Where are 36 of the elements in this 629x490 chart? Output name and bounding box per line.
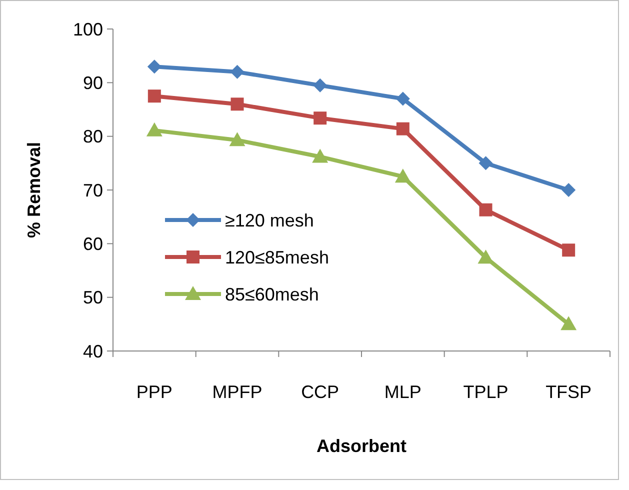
y-tick-label: 80 [82,126,103,147]
legend-label: ≥120 mesh [225,210,314,230]
x-tick-label: PPP [136,382,172,402]
point [396,92,410,106]
y-tick-label: 40 [82,341,103,362]
x-tick-label: MPFP [212,382,262,402]
point [313,78,328,92]
y-axis-title: % Removal [24,142,44,238]
x-tick-label: TFSP [546,382,592,402]
point [394,168,411,183]
y-tick-label: 70 [82,180,103,200]
x-axis-title: Adsorbent [316,436,407,456]
point [479,203,492,216]
point [562,183,576,197]
point [147,60,162,74]
legend-label: 120≤85mesh [225,247,329,268]
y-tick-label: 100 [72,19,103,40]
point [560,316,577,330]
point [312,148,328,163]
point [229,132,246,146]
point [562,244,576,257]
x-tick-label: CCP [301,382,340,402]
y-tick-label: 60 [82,234,103,254]
point [396,122,410,136]
point [146,122,162,136]
x-tick-label: TPLP [463,382,508,402]
point [478,250,494,264]
legend-label: 85≤60mesh [225,284,319,304]
point [314,112,327,125]
x-tick-label: MLP [384,382,422,402]
y-tick-label: 90 [82,72,103,93]
point [148,90,161,103]
point [230,64,244,79]
point [230,98,244,111]
y-tick-label: 50 [82,288,103,308]
point [478,156,493,170]
